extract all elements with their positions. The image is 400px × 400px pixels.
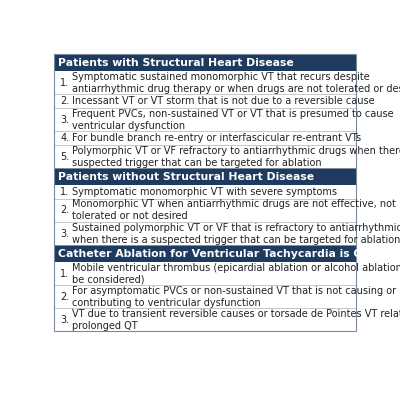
Text: For bundle branch re-entry or interfascicular re-entrant VTs: For bundle branch re-entry or interfasci… [72, 133, 361, 143]
Text: 2.: 2. [60, 96, 69, 106]
Text: For asymptomatic PVCs or non-sustained VT that is not causing or
contributing to: For asymptomatic PVCs or non-sustained V… [72, 286, 396, 308]
Text: 1.: 1. [60, 187, 69, 197]
Text: 3.: 3. [60, 115, 69, 125]
Text: 3.: 3. [60, 315, 69, 325]
Bar [54, 285, 356, 308]
Bar [54, 308, 356, 331]
Text: 1.: 1. [60, 269, 69, 279]
Bar [54, 168, 356, 185]
Bar [54, 262, 356, 285]
Text: Monomorphic VT when antiarrhythmic drugs are not effective, not
tolerated or not: Monomorphic VT when antiarrhythmic drugs… [72, 200, 396, 222]
Bar [54, 94, 356, 108]
Bar [54, 71, 356, 94]
Text: Symptomatic sustained monomorphic VT that recurs despite
antiarrhythmic drug the: Symptomatic sustained monomorphic VT tha… [72, 72, 400, 94]
Text: Polymorphic VT or VF refractory to antiarrhythmic drugs when there is a
suspecte: Polymorphic VT or VF refractory to antia… [72, 146, 400, 168]
Bar [54, 145, 356, 168]
Text: Catheter Ablation for Ventricular Tachycardia is Contraindicated: Catheter Ablation for Ventricular Tachyc… [58, 248, 400, 258]
Bar [54, 108, 356, 131]
Text: 1.: 1. [60, 78, 69, 88]
Bar [54, 245, 356, 262]
Bar [54, 131, 356, 145]
Bar [54, 54, 356, 71]
Text: Incessant VT or VT storm that is not due to a reversible cause: Incessant VT or VT storm that is not due… [72, 96, 374, 106]
Bar [54, 185, 356, 199]
Text: Patients without Structural Heart Disease: Patients without Structural Heart Diseas… [58, 172, 314, 182]
Text: Patients with Structural Heart Disease: Patients with Structural Heart Disease [58, 58, 294, 68]
Text: 4.: 4. [60, 133, 69, 143]
Text: Symptomatic monomorphic VT with severe symptoms: Symptomatic monomorphic VT with severe s… [72, 187, 337, 197]
Text: 5.: 5. [60, 152, 69, 162]
Text: Sustained polymorphic VT or VF that is refractory to antiarrhythmic drugs
when t: Sustained polymorphic VT or VF that is r… [72, 222, 400, 244]
Text: Mobile ventricular thrombus (epicardial ablation or alcohol ablation can
be cons: Mobile ventricular thrombus (epicardial … [72, 263, 400, 285]
Text: 2.: 2. [60, 206, 69, 216]
Text: VT due to transient reversible causes or torsade de Pointes VT related to
prolon: VT due to transient reversible causes or… [72, 309, 400, 331]
Text: Frequent PVCs, non-sustained VT or VT that is presumed to cause
ventricular dysf: Frequent PVCs, non-sustained VT or VT th… [72, 109, 393, 131]
Bar [54, 199, 356, 222]
Text: 3.: 3. [60, 228, 69, 238]
Bar [54, 222, 356, 245]
Text: 2.: 2. [60, 292, 69, 302]
